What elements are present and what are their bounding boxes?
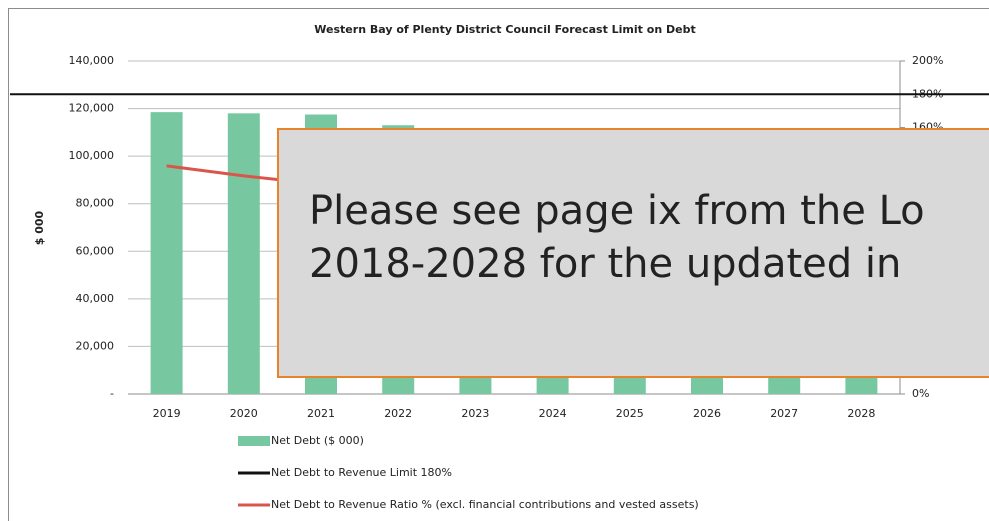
legend-label: Net Debt to Revenue Ratio % (excl. finan…: [271, 498, 699, 511]
y-tick-label: 60,000: [76, 244, 115, 257]
y-tick-label: 40,000: [76, 292, 115, 305]
y-tick-label: 20,000: [76, 339, 115, 352]
y-tick-label: 80,000: [76, 197, 115, 210]
y-tick-label: 140,000: [69, 54, 115, 67]
y2-tick-label: 0%: [912, 387, 929, 400]
x-tick-label: 2022: [384, 407, 412, 420]
y-axis-label: $ 000: [33, 210, 46, 245]
x-tick-label: 2020: [230, 407, 258, 420]
overlay-text: 2018-2028 for the updated in: [309, 241, 901, 287]
y-tick-label: -: [110, 387, 114, 400]
x-tick-label: 2028: [847, 407, 875, 420]
x-tick-label: 2026: [693, 407, 721, 420]
legend-swatch: [238, 436, 270, 446]
x-tick-label: 2027: [770, 407, 798, 420]
x-tick-label: 2023: [461, 407, 489, 420]
overlay-box: [277, 128, 989, 378]
legend-label: Net Debt ($ 000): [271, 434, 364, 447]
y2-tick-label: 200%: [912, 54, 943, 67]
x-tick-label: 2019: [153, 407, 181, 420]
x-tick-label: 2021: [307, 407, 335, 420]
y-tick-label: 100,000: [69, 149, 115, 162]
bar: [227, 113, 260, 394]
x-tick-label: 2025: [616, 407, 644, 420]
y-tick-label: 120,000: [69, 102, 115, 115]
x-tick-label: 2024: [539, 407, 567, 420]
chart-title: Western Bay of Plenty District Council F…: [314, 23, 695, 36]
bar: [150, 112, 183, 394]
overlay-text: Please see page ix from the Lo: [309, 188, 925, 234]
legend-label: Net Debt to Revenue Limit 180%: [271, 466, 452, 479]
